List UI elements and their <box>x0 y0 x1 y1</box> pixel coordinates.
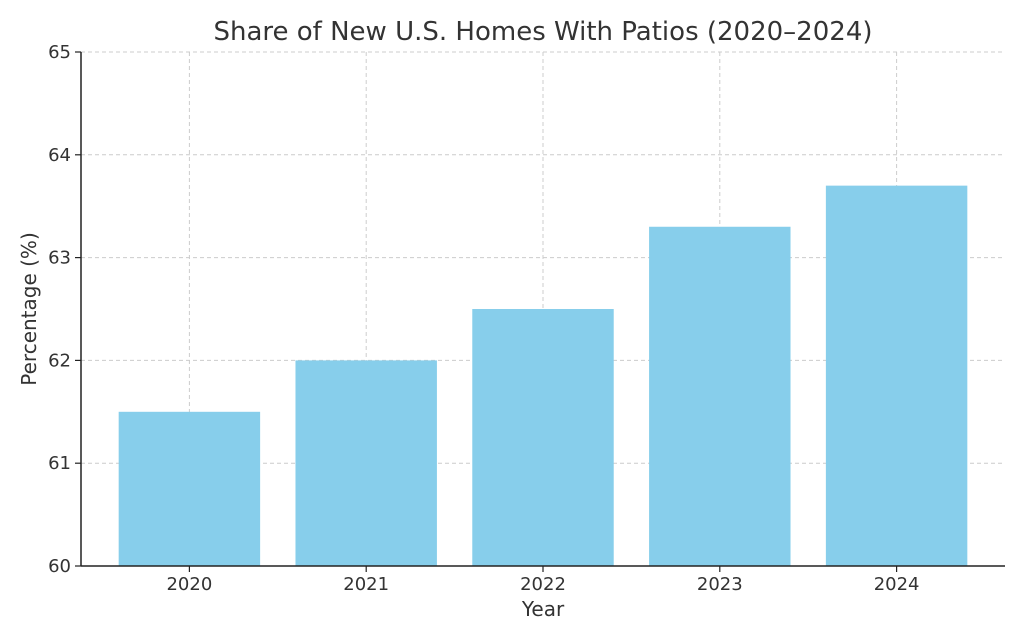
x-tick-label-2024: 2024 <box>874 574 920 595</box>
x-ticks: 2020 2021 2022 2023 2024 <box>166 566 920 595</box>
y-tick-label: 60 <box>48 556 71 577</box>
bar-2020 <box>118 411 261 566</box>
bars <box>118 185 968 566</box>
bar-2021 <box>295 360 437 566</box>
y-tick-label: 63 <box>48 248 71 269</box>
x-tick-label-2020: 2020 <box>166 574 212 595</box>
y-tick-label: 65 <box>48 42 71 63</box>
x-tick-label-2022: 2022 <box>520 574 566 595</box>
y-ticks: 60 61 62 63 64 65 <box>48 42 81 577</box>
y-tick-label: 62 <box>48 350 71 371</box>
y-tick-label: 61 <box>48 453 71 474</box>
bar-2022 <box>472 309 614 566</box>
bar-2023 <box>649 226 791 566</box>
y-axis-label: Percentage (%) <box>17 232 41 385</box>
bar-2024 <box>825 185 968 566</box>
y-tick-label: 64 <box>48 145 71 166</box>
x-tick-label-2021: 2021 <box>343 574 389 595</box>
x-tick-label-2023: 2023 <box>697 574 743 595</box>
chart-title: Share of New U.S. Homes With Patios (202… <box>213 17 872 47</box>
x-axis-label: Year <box>521 597 565 621</box>
